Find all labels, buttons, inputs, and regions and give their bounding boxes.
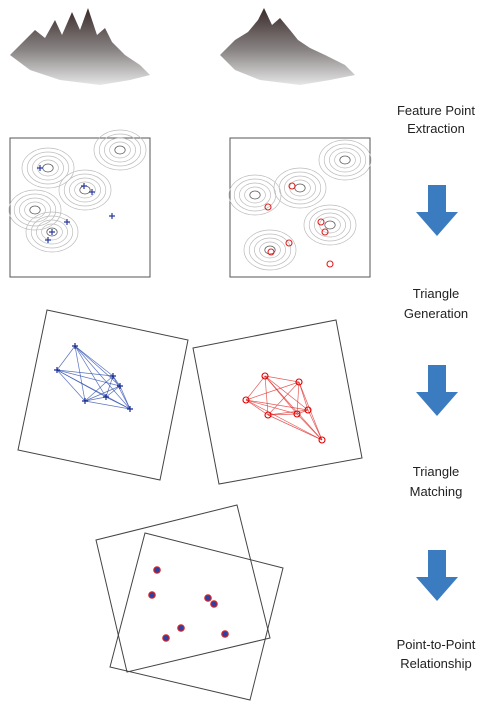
triangle-edge [246, 376, 265, 400]
step-label: Triangle [413, 286, 459, 301]
triangle-edge [265, 376, 299, 382]
triangle-edge [120, 386, 130, 409]
frame-overlay-a [96, 505, 270, 672]
matched-point [149, 592, 155, 598]
arrow [416, 365, 458, 416]
workflow-diagram: Feature Point Extraction Triangle Generatio… [0, 0, 489, 707]
step-label: Extraction [407, 121, 465, 136]
triangle-edge [297, 414, 322, 440]
step-label: Feature Point [397, 103, 475, 118]
step-label: Relationship [400, 656, 472, 671]
triangle-edge [265, 376, 268, 415]
matched-point [205, 595, 211, 601]
triangle-edge [85, 397, 106, 401]
triangle-edge [75, 346, 113, 376]
frame-right [193, 320, 362, 484]
frame-overlay-b [110, 533, 283, 700]
terrain-right [220, 8, 355, 85]
step-label: Matching [410, 484, 463, 499]
matched-point [222, 631, 228, 637]
page: Feature Point Extraction Triangle Generatio… [0, 0, 489, 707]
step-label: Generation [404, 306, 468, 321]
triangle-networks [54, 343, 325, 641]
triangle-edge [57, 370, 85, 401]
matched-point [178, 625, 184, 631]
triangle-edge [308, 410, 322, 440]
arrows [416, 185, 458, 601]
matched-point [154, 567, 160, 573]
contour-maps [9, 130, 371, 277]
step-label: Point-to-Point [397, 637, 476, 652]
matched-point [211, 601, 217, 607]
arrow [416, 550, 458, 601]
triangle-edge [297, 382, 299, 414]
triangle-edge [57, 370, 113, 376]
triangle-edge [57, 346, 75, 370]
triangle-edge [246, 400, 268, 415]
matched-point [163, 635, 169, 641]
terrain-left [10, 8, 150, 85]
arrow [416, 185, 458, 236]
step-label: Triangle [413, 464, 459, 479]
